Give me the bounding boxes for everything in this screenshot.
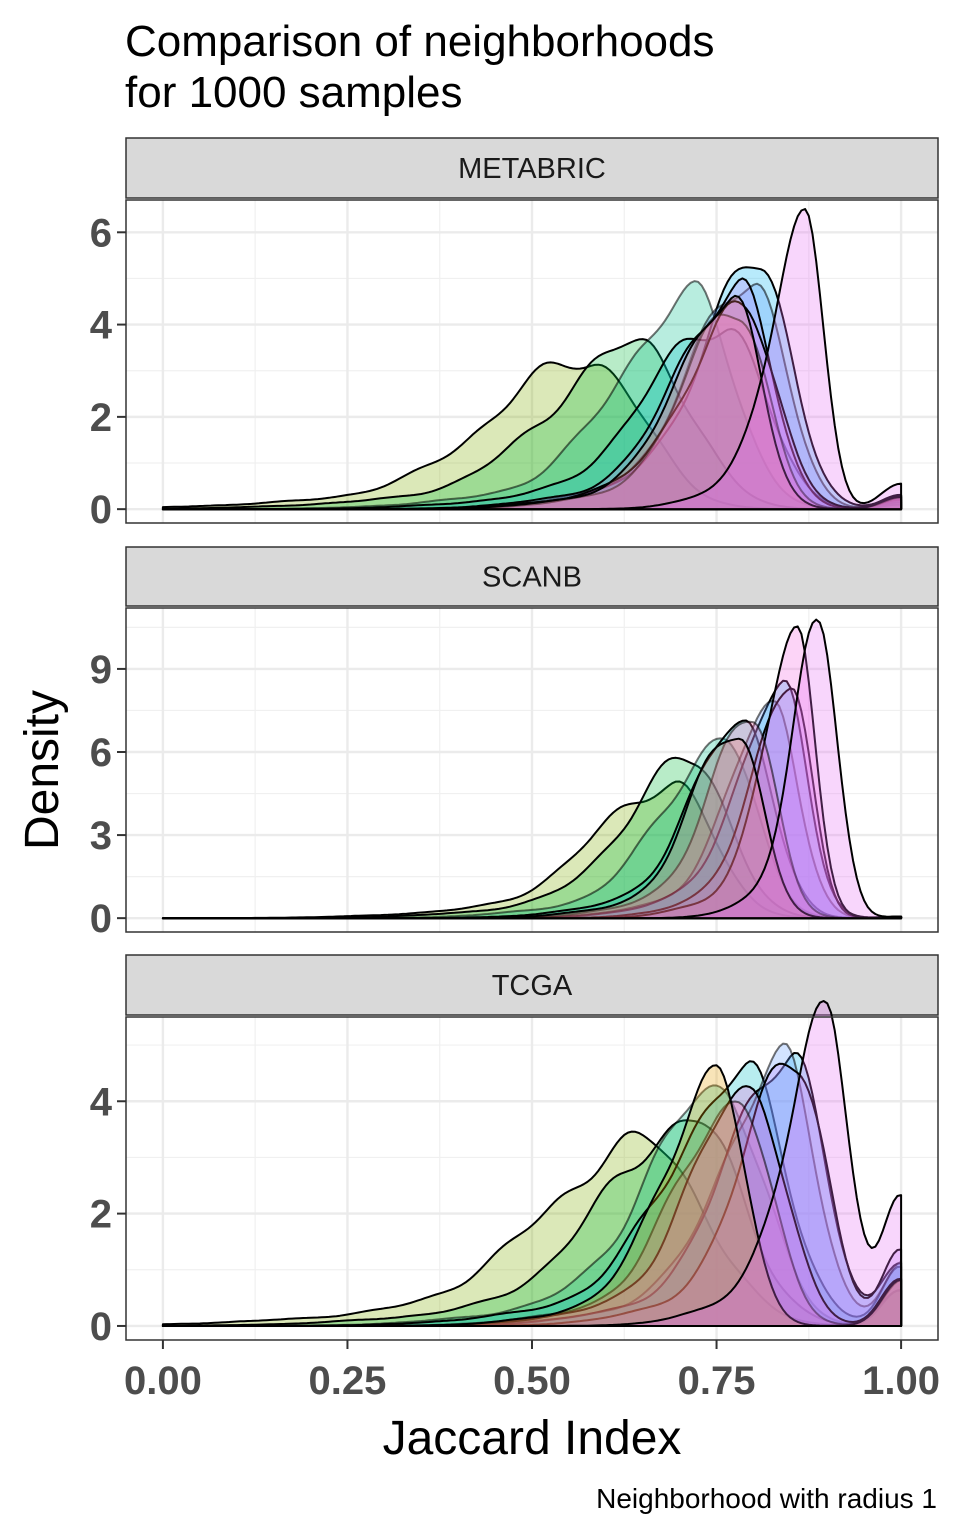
x-tick-label: 1.00: [862, 1359, 940, 1403]
facet-strip: [125, 137, 939, 199]
chart-title-line-2: for 1000 samples: [125, 68, 463, 117]
x-tick-label: 0.25: [309, 1359, 387, 1403]
density-series-2: [161, 338, 903, 511]
y-axis-scanb: 0 3 6 9: [90, 648, 126, 941]
density-curves: [161, 1000, 903, 1327]
x-axis: 0.00 0.25 0.50 0.75 1.00: [124, 1340, 940, 1403]
grid-lines: [126, 608, 938, 932]
y-tick-label: 2: [90, 396, 112, 440]
y-axis-tcga: 0 2 4: [90, 1080, 126, 1349]
density-series-11: [161, 1000, 903, 1327]
facet-strip-label: TCGA: [492, 970, 573, 1002]
density-series-11: [161, 618, 903, 920]
y-tick-label: 4: [90, 304, 113, 348]
panel-border: [125, 199, 939, 524]
facet-strip: [125, 546, 939, 607]
y-tick-label: 0: [90, 897, 112, 941]
density-series-2: [161, 1119, 903, 1327]
density-curves: [161, 208, 903, 511]
facet-strip-label: SCANB: [482, 562, 582, 594]
y-tick-label: 2: [90, 1193, 112, 1237]
facet-scanb: SCANB 0 3 6 9: [90, 546, 939, 941]
y-tick-label: 0: [90, 488, 112, 532]
y-tick-label: 6: [90, 731, 112, 775]
y-tick-label: 4: [90, 1080, 113, 1124]
x-tick-label: 0.50: [493, 1359, 571, 1403]
facet-panels: METABRIC 0 2 4 6 SCANB 0 3 6 9 TCGA 0 2 4: [90, 137, 939, 1349]
x-tick-label: 0.00: [124, 1359, 202, 1403]
density-series-11: [161, 208, 903, 511]
facet-metabric: METABRIC 0 2 4 6: [90, 137, 939, 532]
panel-border: [125, 607, 939, 933]
x-axis-title: Jaccard Index: [383, 1412, 682, 1465]
chart-caption: Neighborhood with radius 1: [596, 1483, 937, 1514]
y-tick-label: 6: [90, 211, 112, 255]
facet-strip: [125, 954, 939, 1016]
y-tick-label: 9: [90, 648, 112, 692]
facet-strip-label: METABRIC: [458, 153, 606, 185]
density-series-1: [161, 1130, 903, 1327]
y-axis-title: Density: [16, 690, 69, 850]
density-curves: [161, 618, 903, 920]
x-tick-label: 0.75: [678, 1359, 756, 1403]
y-tick-label: 3: [90, 814, 112, 858]
facet-tcga: TCGA 0 2 4: [90, 954, 939, 1349]
chart-title-line-1: Comparison of neighborhoods: [125, 17, 715, 66]
y-axis-metabric: 0 2 4 6: [90, 211, 126, 532]
y-tick-label: 0: [90, 1305, 112, 1349]
